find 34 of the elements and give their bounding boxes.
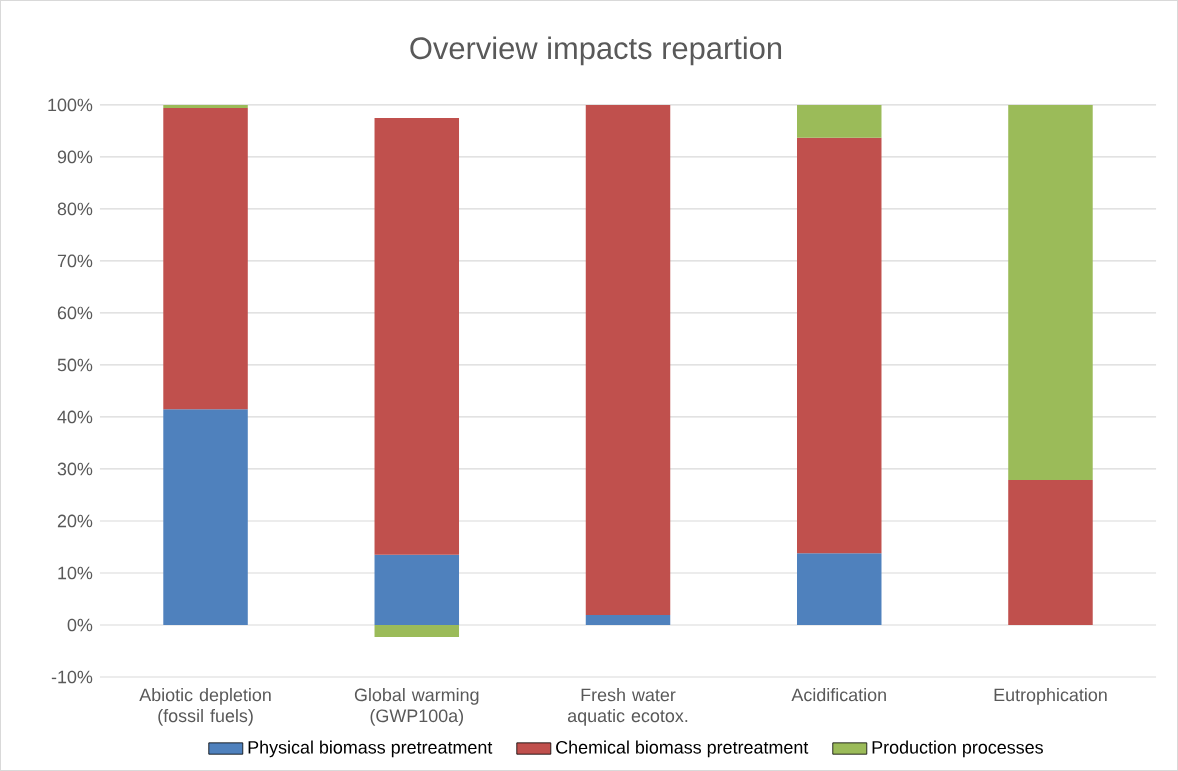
legend-label: Physical biomass pretreatment — [248, 740, 493, 758]
y-tick-label: 100% — [48, 98, 93, 112]
y-tick-label: 70% — [57, 254, 93, 268]
chart-title: Overview impacts repartion — [410, 36, 782, 66]
bar — [585, 615, 671, 626]
bar — [797, 553, 882, 626]
y-tick-label: 80% — [57, 202, 93, 216]
bar — [374, 554, 460, 626]
bar — [797, 137, 882, 554]
bar — [374, 625, 460, 637]
bar — [374, 117, 460, 555]
bar — [585, 104, 671, 616]
legend-label: Production processes — [872, 740, 1043, 758]
bar — [163, 104, 248, 109]
y-tick-label: 60% — [57, 306, 93, 320]
y-tick-label: -10% — [51, 670, 93, 684]
y-tick-label: 20% — [57, 514, 93, 528]
y-tick-label: 10% — [58, 566, 93, 580]
bar — [163, 108, 248, 410]
x-tick-label: Acidification — [791, 688, 886, 702]
y-tick-label: 40% — [57, 410, 93, 424]
bar — [1008, 479, 1093, 626]
y-tick-label: 50% — [57, 358, 93, 372]
y-tick-label: 30% — [57, 462, 93, 476]
x-tick-label: Fresh water aquatic ecotox. — [567, 688, 688, 726]
y-tick-label: 0% — [67, 618, 93, 632]
y-tick-label: 90% — [57, 150, 93, 164]
x-tick-label: Abiotic depletion (fossil fuels) — [139, 688, 271, 726]
x-tick-label: Global warming (GWP100a) — [354, 688, 479, 726]
bar — [163, 409, 248, 626]
bar — [1008, 104, 1093, 480]
legend-label: Chemical biomass pretreatment — [556, 740, 809, 758]
x-tick-label: Eutrophication — [994, 688, 1107, 705]
bar — [797, 104, 882, 138]
